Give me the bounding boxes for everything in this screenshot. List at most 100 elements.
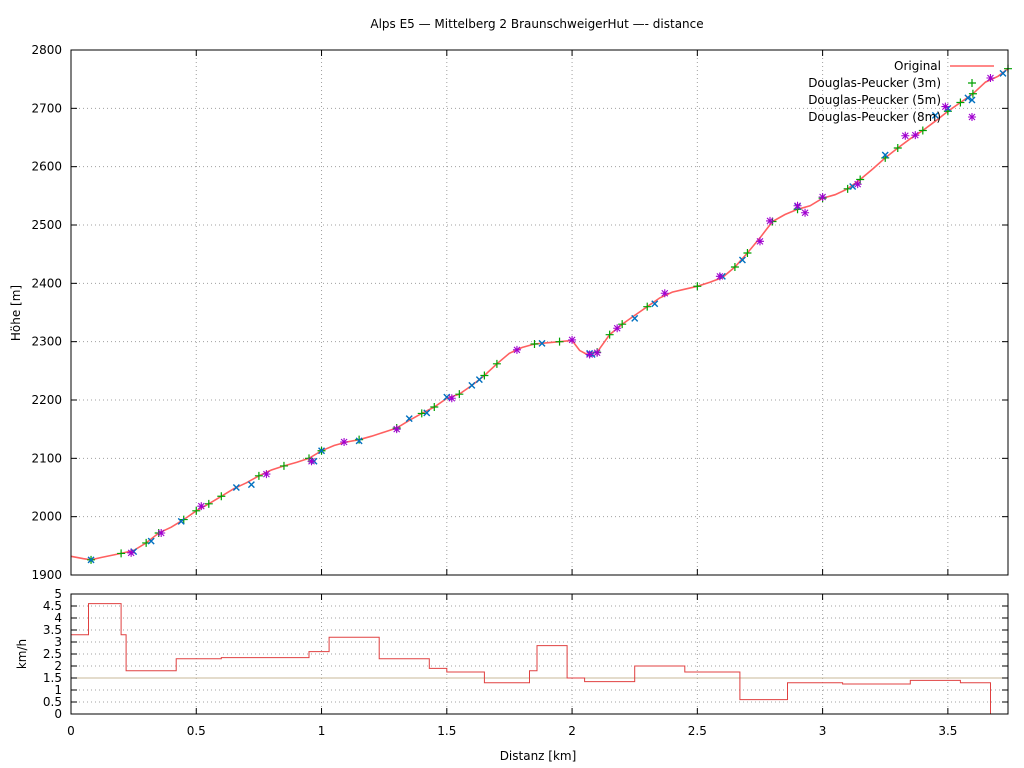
bottom-xtick-label: 1.5 [437, 724, 456, 738]
point-dp3 [530, 340, 539, 348]
point-dp5 [423, 409, 431, 417]
series-line-speed [71, 603, 991, 714]
top-ytick-label: 2000 [31, 510, 62, 524]
point-dp5 [631, 314, 639, 322]
point-dp5 [87, 556, 95, 564]
top-ytick-label: 2800 [31, 43, 62, 57]
point-dp8 [765, 216, 774, 225]
point-dp3 [417, 409, 426, 418]
bottom-panel-ylabel: km/h [15, 639, 29, 669]
chart-title: Alps E5 — Mittelberg 2 BraunschweigerHut… [370, 17, 703, 31]
bottom-xtick-label: 0 [67, 724, 75, 738]
point-dp3 [117, 549, 126, 558]
point-dp8 [593, 348, 602, 357]
legend-label: Douglas-Peucker (5m) [808, 93, 941, 107]
point-dp8 [197, 502, 206, 511]
top-ytick-label: 2300 [31, 335, 62, 349]
bottom-xtick-label: 1 [318, 724, 326, 738]
point-dp3 [956, 98, 965, 107]
bottom-ytick-label: 4.5 [43, 599, 62, 613]
point-dp5 [651, 300, 659, 308]
top-panel-ylabel: Höhe [m] [9, 285, 23, 341]
point-dp8 [901, 131, 910, 140]
top-panel-axes: 1900 2000 2100 2200 2300 2400 2500 2600 2700 2800 [31, 43, 1008, 582]
bottom-panel-xlabel: Distanz [km] [500, 749, 577, 763]
point-dp8 [127, 548, 136, 557]
point-dp8 [801, 208, 810, 217]
point-dp5 [538, 339, 546, 347]
point-dp8 [568, 335, 577, 344]
bottom-ytick-label: 5 [54, 587, 62, 601]
point-dp8 [392, 425, 401, 434]
point-dp8 [818, 193, 827, 201]
point-dp5 [443, 393, 451, 401]
bottom-xtick-label: 0.5 [187, 724, 206, 738]
bottom-ytick-label: 4 [54, 611, 62, 625]
top-ytick-label: 2700 [31, 101, 62, 115]
point-dp3 [918, 126, 927, 135]
bottom-xtick-label: 3 [819, 724, 827, 738]
point-dp3 [254, 471, 263, 480]
point-dp8 [755, 237, 764, 246]
point-dp8 [793, 201, 802, 210]
bottom-ytick-label: 2.5 [43, 647, 62, 661]
point-dp5 [318, 447, 326, 455]
point-dp5 [468, 381, 476, 389]
bottom-xtick-label: 2.5 [688, 724, 707, 738]
bottom-xtick-label: 3.5 [938, 724, 957, 738]
point-dp5 [964, 94, 972, 102]
point-dp8 [911, 131, 920, 140]
top-ytick-label: 1900 [31, 568, 62, 582]
top-ytick-label: 2400 [31, 276, 62, 290]
point-dp3 [618, 320, 627, 329]
top-ytick-label: 2500 [31, 218, 62, 232]
point-dp3 [480, 371, 489, 380]
point-dp8 [715, 272, 724, 281]
bottom-xtick-label: 2 [568, 724, 576, 738]
legend-swatch-x [968, 96, 976, 104]
point-dp8 [941, 102, 950, 111]
bottom-ytick-label: 0.5 [43, 695, 62, 709]
point-dp3 [455, 390, 464, 399]
point-dp3 [743, 249, 752, 257]
point-dp8 [986, 74, 995, 82]
point-dp8 [262, 470, 271, 479]
point-dp3 [217, 492, 226, 501]
point-dp3 [279, 461, 288, 470]
bottom-panel-grid [70, 593, 1008, 715]
top-panel-grid [70, 49, 1008, 576]
point-dp5 [881, 151, 889, 159]
legend-swatch-star [968, 113, 976, 121]
point-dp3 [492, 359, 501, 368]
point-dp5 [247, 481, 255, 489]
point-dp5 [355, 437, 363, 445]
point-dp5 [405, 415, 413, 423]
point-dp5 [177, 517, 185, 525]
point-dp3 [643, 302, 652, 311]
point-dp3 [693, 282, 702, 291]
top-ytick-label: 2100 [31, 451, 62, 465]
top-ytick-label: 2600 [31, 160, 62, 174]
point-dp8 [613, 324, 622, 333]
bottom-ytick-label: 2 [54, 659, 62, 673]
bottom-panel-series [71, 603, 1008, 714]
point-dp3 [893, 144, 902, 152]
point-dp8 [585, 350, 594, 359]
point-dp8 [340, 438, 349, 446]
legend-label: Douglas-Peucker (8m) [808, 110, 941, 124]
point-dp8 [157, 529, 166, 537]
point-dp5 [738, 256, 746, 264]
bottom-ytick-label: 3.5 [43, 623, 62, 637]
point-dp8 [307, 457, 316, 466]
legend: Original Douglas-Peucker (3m) Douglas-Peuc… [808, 59, 994, 124]
point-dp3 [192, 506, 201, 515]
point-dp5 [475, 376, 483, 384]
bottom-ytick-label: 1 [54, 683, 62, 697]
legend-label: Original [894, 59, 941, 73]
point-dp3 [204, 499, 213, 508]
point-dp5 [147, 537, 155, 545]
point-dp3 [430, 403, 439, 411]
top-panel-frame [70, 49, 1009, 576]
point-dp5 [232, 484, 240, 491]
